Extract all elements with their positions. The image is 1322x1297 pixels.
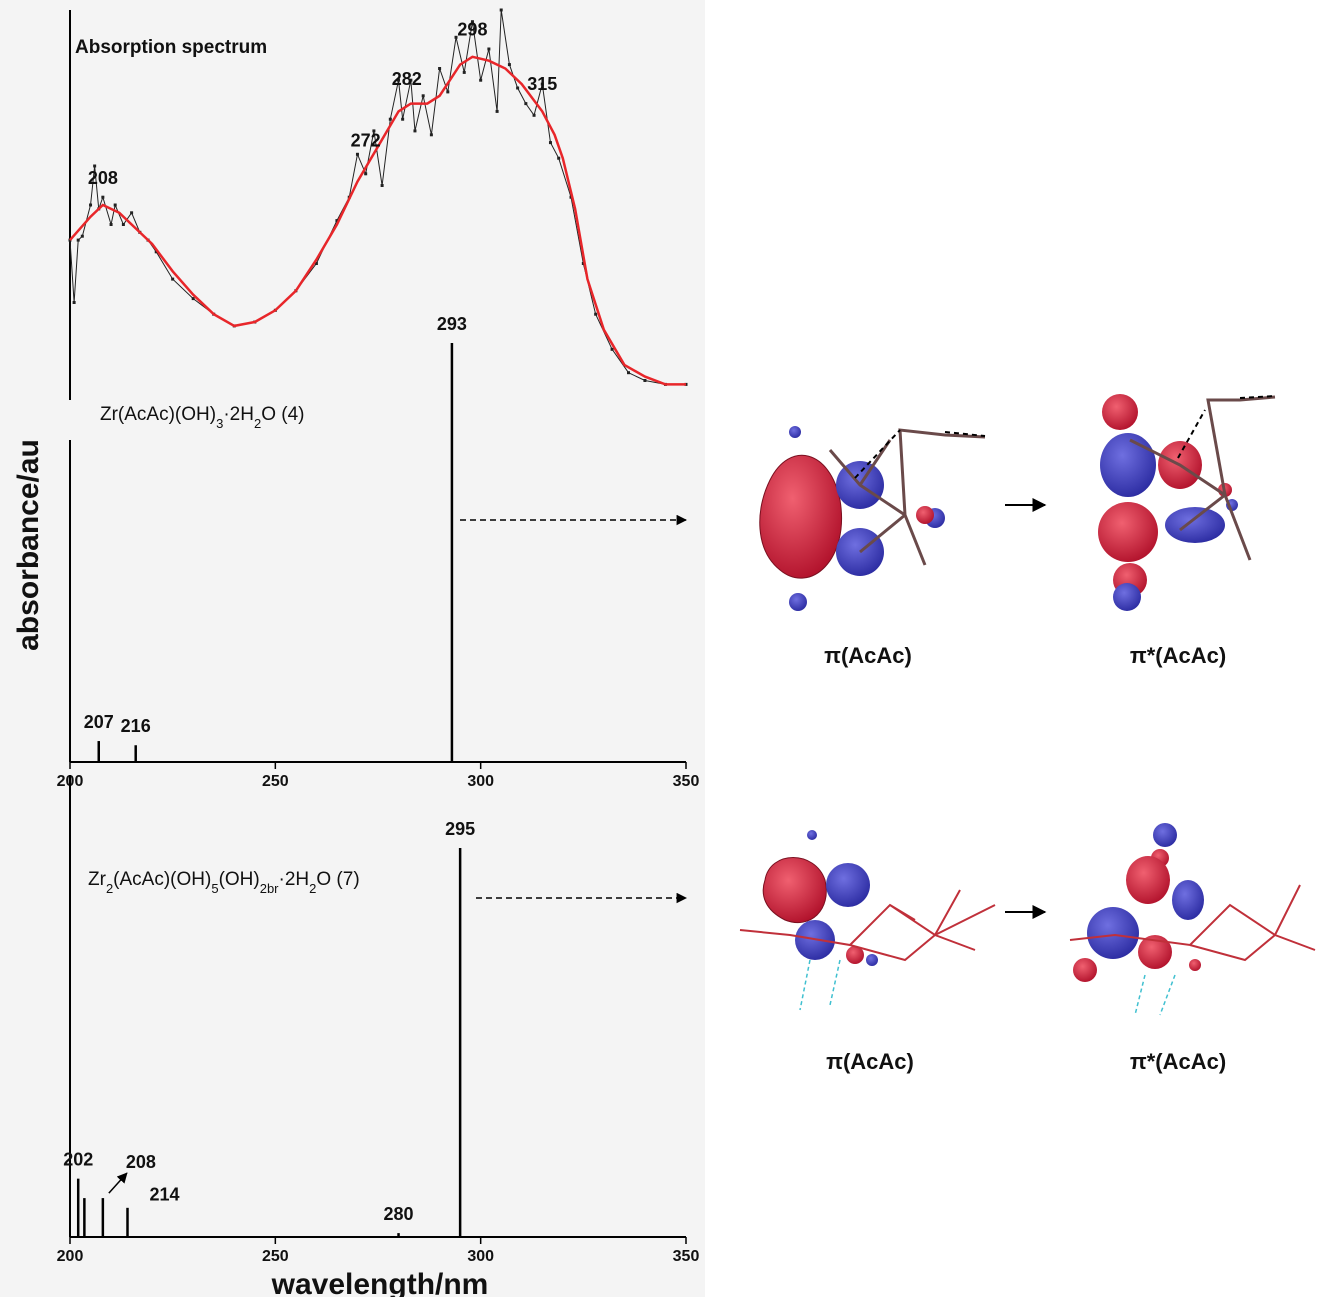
stick-label: 295 xyxy=(445,819,475,839)
data-point xyxy=(643,379,646,382)
x-tick-label: 350 xyxy=(673,1248,700,1265)
data-point xyxy=(549,141,552,144)
stick-label: 280 xyxy=(384,1204,414,1224)
data-point xyxy=(430,133,433,136)
data-point xyxy=(122,223,125,226)
data-point xyxy=(171,278,174,281)
title-part: ·2H xyxy=(223,404,254,425)
peak-label: 315 xyxy=(527,74,557,94)
data-point xyxy=(594,313,597,316)
title-part: 3 xyxy=(216,416,223,431)
stick-label: 208 xyxy=(126,1152,156,1172)
data-point xyxy=(438,67,441,70)
peak-label: 282 xyxy=(392,69,422,89)
title-part: 2 xyxy=(309,881,316,896)
data-point xyxy=(381,184,384,187)
title-part: 2br xyxy=(260,881,279,896)
title-part: 2 xyxy=(106,881,113,896)
data-point xyxy=(114,204,117,207)
data-point xyxy=(422,94,425,97)
data-point xyxy=(192,297,195,300)
data-point xyxy=(487,48,490,51)
data-point xyxy=(81,235,84,238)
data-point xyxy=(130,211,133,214)
data-point xyxy=(356,153,359,156)
data-point xyxy=(389,118,392,121)
data-point xyxy=(77,239,80,242)
figure: absorbance/au wavelength/nm π(Ac xyxy=(0,0,1322,1297)
x-tick-label: 300 xyxy=(467,1248,494,1265)
orbital-label: π(AcAc) xyxy=(826,1049,914,1074)
title-part: 5 xyxy=(211,881,218,896)
orbital-label: π(AcAc) xyxy=(824,643,912,668)
peak-label: 208 xyxy=(88,168,118,188)
orbital-pi-top xyxy=(760,426,985,611)
x-tick-label: 350 xyxy=(673,773,700,790)
data-point xyxy=(463,71,466,74)
data-point xyxy=(479,79,482,82)
data-point xyxy=(533,114,536,117)
x-tick-label: 250 xyxy=(262,773,289,790)
title-part: (OH) xyxy=(219,869,260,890)
x-tick-label: 300 xyxy=(467,773,494,790)
orbital-pi-bottom xyxy=(740,830,995,1010)
orbital-label: π*(AcAc) xyxy=(1130,1049,1226,1074)
stick-label: 293 xyxy=(437,314,467,334)
chart-title: Absorption spectrum xyxy=(75,37,267,58)
title-part: Zr(AcAc)(OH) xyxy=(100,404,216,425)
peak-label: 298 xyxy=(457,20,487,40)
peak-label: 272 xyxy=(351,130,381,150)
title-part: Zr xyxy=(88,869,107,890)
orbital-pi-star-top xyxy=(1098,394,1275,611)
data-point xyxy=(446,90,449,93)
data-point xyxy=(73,301,76,304)
data-point xyxy=(364,172,367,175)
x-tick-label: 200 xyxy=(57,1248,84,1265)
data-point xyxy=(101,196,104,199)
stick-label: 207 xyxy=(84,712,114,732)
stick-label: 214 xyxy=(149,1185,179,1205)
stick-label: 202 xyxy=(63,1149,93,1169)
data-point xyxy=(557,157,560,160)
data-point xyxy=(500,9,503,12)
orbital-pi-star-bottom xyxy=(1070,823,1315,1015)
x-axis-label: wavelength/nm xyxy=(271,1268,489,1297)
y-axis-label: absorbance/au xyxy=(12,439,45,651)
title-part: (AcAc)(OH) xyxy=(113,869,211,890)
x-tick-label: 250 xyxy=(262,1248,289,1265)
title-part: ·2H xyxy=(279,869,310,890)
title-part: 2 xyxy=(254,416,261,431)
data-point xyxy=(413,129,416,132)
data-point xyxy=(516,87,519,90)
title-part: O (4) xyxy=(261,404,304,425)
stick-label: 216 xyxy=(121,716,151,736)
orbital-label: π*(AcAc) xyxy=(1130,643,1226,668)
data-point xyxy=(524,102,527,105)
data-point xyxy=(508,63,511,66)
data-point xyxy=(627,371,630,374)
title-part: O (7) xyxy=(316,869,359,890)
data-point xyxy=(611,348,614,351)
data-point xyxy=(496,110,499,113)
data-point xyxy=(110,223,113,226)
data-point xyxy=(401,118,404,121)
data-point xyxy=(89,204,92,207)
